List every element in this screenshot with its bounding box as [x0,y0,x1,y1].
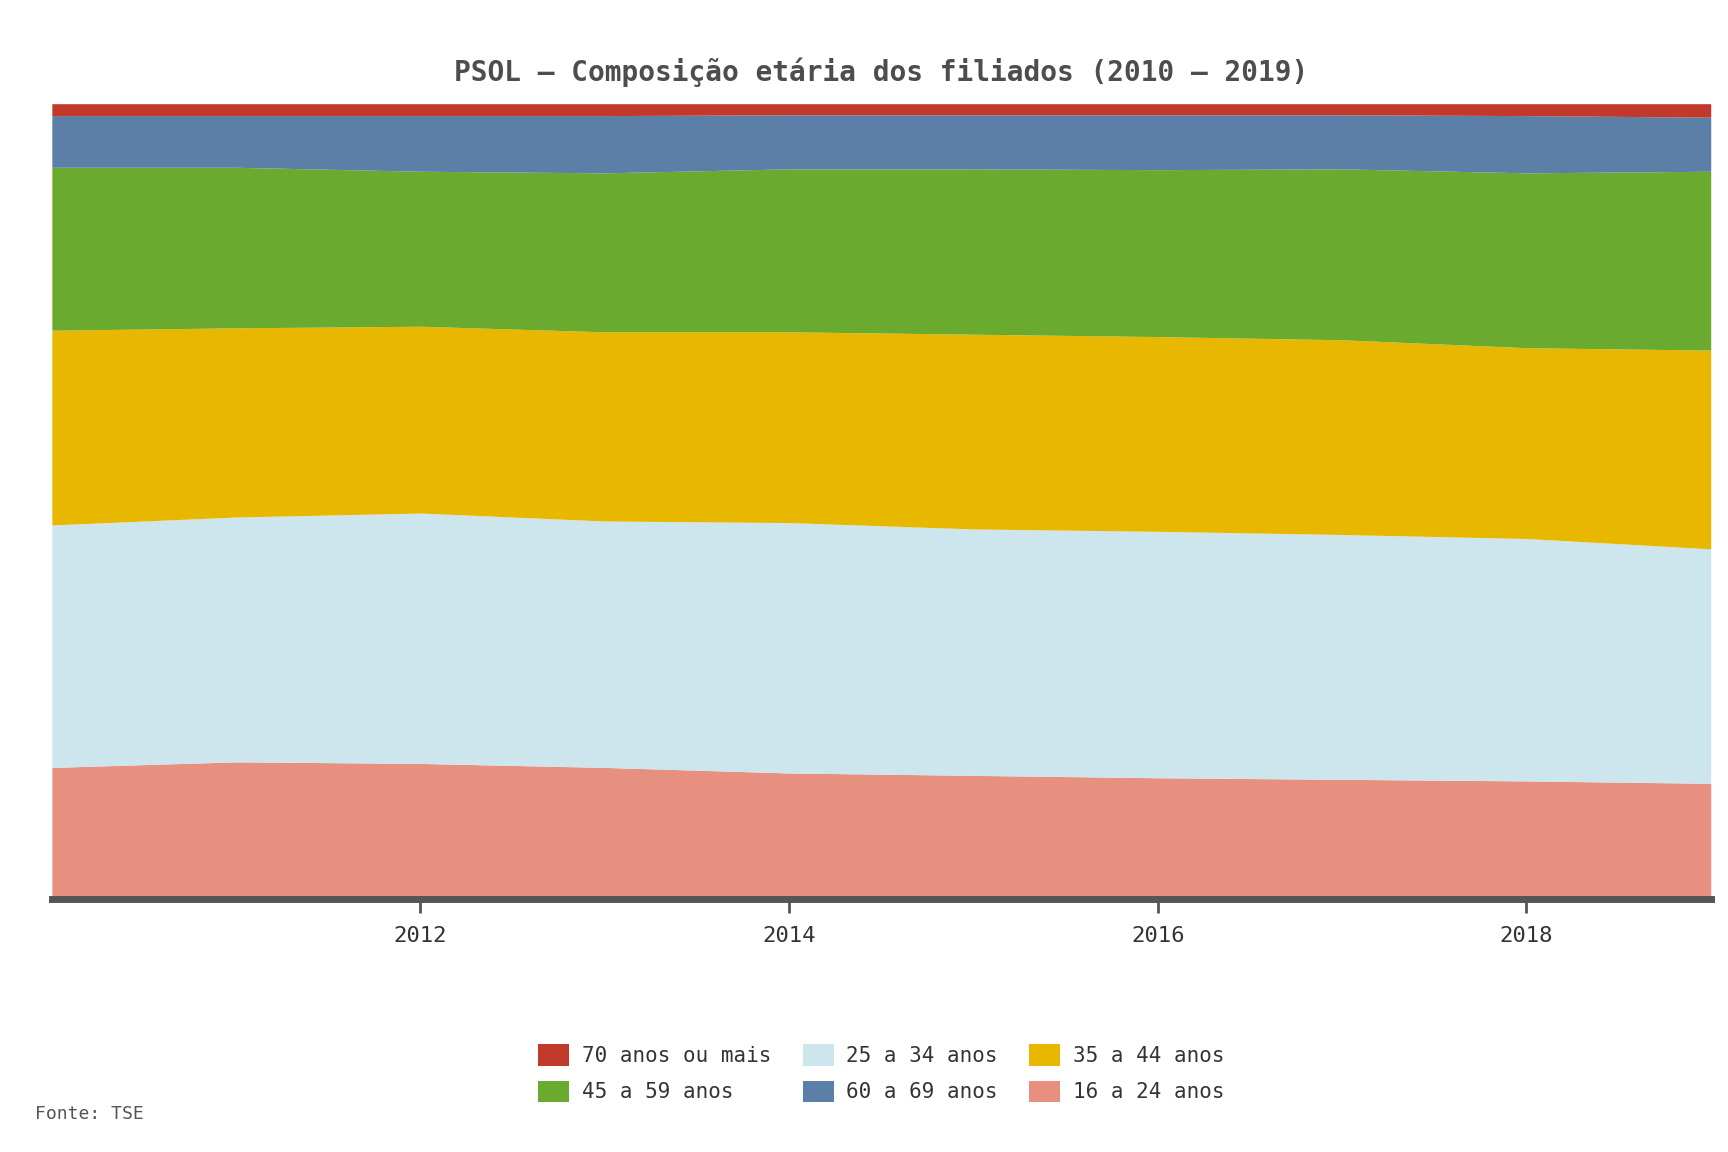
Legend: 70 anos ou mais, 45 a 59 anos, 25 a 34 anos, 60 a 69 anos, 35 a 44 anos, 16 a 24: 70 anos ou mais, 45 a 59 anos, 25 a 34 a… [530,1036,1232,1111]
Text: Fonte: TSE: Fonte: TSE [35,1105,143,1123]
Title: PSOL – Composição etária dos filiados (2010 – 2019): PSOL – Composição etária dos filiados (2… [454,58,1308,88]
